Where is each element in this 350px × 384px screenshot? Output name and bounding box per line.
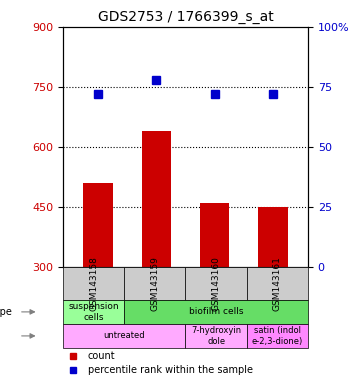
Bar [200, 203, 229, 267]
Text: GSM143160: GSM143160 [212, 256, 220, 311]
Bar [247, 324, 308, 348]
Bar [124, 267, 186, 300]
Text: suspension
cells: suspension cells [68, 302, 119, 321]
Text: cell type: cell type [0, 307, 12, 317]
Bar [63, 300, 124, 324]
Text: biofilm cells: biofilm cells [189, 307, 243, 316]
Text: satin (indol
e-2,3-dione): satin (indol e-2,3-dione) [252, 326, 303, 346]
Bar [247, 267, 308, 300]
Text: 7-hydroxyin
dole: 7-hydroxyin dole [191, 326, 241, 346]
Text: count: count [88, 351, 115, 361]
Title: GDS2753 / 1766399_s_at: GDS2753 / 1766399_s_at [98, 10, 273, 25]
Text: percentile rank within the sample: percentile rank within the sample [88, 365, 252, 375]
Bar [186, 324, 247, 348]
Text: untreated: untreated [104, 331, 145, 340]
Bar [258, 207, 288, 267]
Bar [186, 267, 247, 300]
Bar [63, 267, 124, 300]
Text: GSM143158: GSM143158 [89, 256, 98, 311]
Bar [142, 131, 171, 267]
Bar [124, 300, 308, 324]
Text: GSM143161: GSM143161 [273, 256, 282, 311]
Bar [63, 324, 186, 348]
Text: GSM143159: GSM143159 [150, 256, 159, 311]
Bar [83, 183, 113, 267]
